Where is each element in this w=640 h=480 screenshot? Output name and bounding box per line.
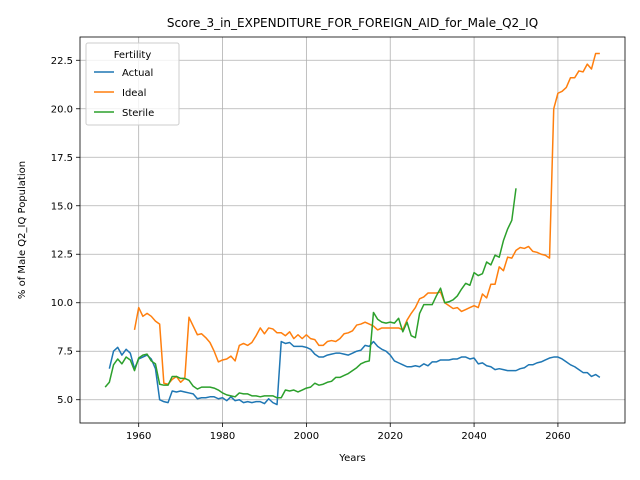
y-tick-label: 7.5 [57, 347, 73, 358]
x-tick-label: 2000 [294, 431, 319, 442]
legend-items: Actual Ideal Sterile [94, 68, 154, 119]
y-tick-label: 15.0 [51, 201, 73, 212]
x-tick-label: 2040 [461, 431, 486, 442]
series-line-sterile [104, 188, 517, 399]
chart-title: Score_3_in_EXPENDITURE_FOR_FOREIGN_AID_f… [167, 16, 538, 30]
legend-label-actual: Actual [122, 68, 153, 79]
legend-box [85, 42, 180, 126]
y-tick-label: 10.0 [51, 298, 73, 309]
legend-title: Fertility [114, 50, 152, 61]
y-tick-label: 17.5 [51, 153, 73, 164]
axis-ticks: 1960 1980 2000 2020 2040 2060 5.0 7.5 10.0 12.5 15… [51, 56, 571, 442]
series-line-ideal [133, 52, 600, 385]
y-tick-label: 5.0 [57, 395, 73, 406]
y-tick-label: 20.0 [51, 104, 73, 115]
legend-label-ideal: Ideal [122, 88, 146, 99]
x-tick-label: 2060 [545, 431, 570, 442]
x-axis-title: Years [338, 453, 365, 464]
series-line-actual [108, 340, 601, 406]
grid-lines [80, 37, 625, 423]
y-tick-label: 12.5 [51, 250, 73, 261]
x-tick-label: 1980 [210, 431, 235, 442]
series-lines [104, 52, 601, 406]
x-tick-label: 2020 [378, 431, 403, 442]
x-tick-label: 1960 [126, 431, 151, 442]
y-axis-title: % of Male Q2_IQ Population [17, 161, 28, 299]
legend-label-sterile: Sterile [122, 108, 154, 119]
legend: Fertility Actual Ideal Sterile [85, 42, 180, 126]
y-tick-label: 22.5 [51, 56, 73, 67]
plot-area-frame [79, 36, 626, 424]
